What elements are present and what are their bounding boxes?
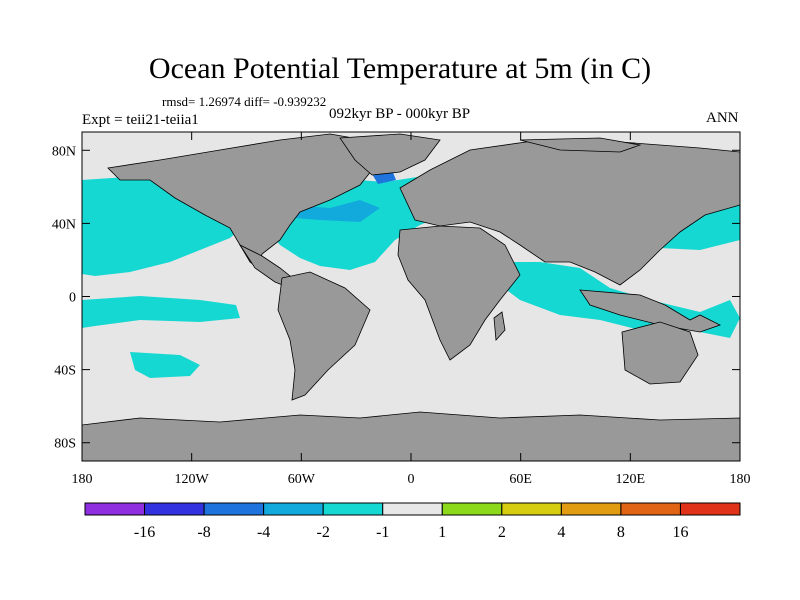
colorbar-swatch	[679, 502, 741, 516]
colorbar-label: -16	[134, 524, 155, 541]
land-madagascar	[493, 311, 506, 341]
land-southeast-asia	[579, 289, 722, 333]
land-south-america	[277, 271, 371, 401]
colorbar-swatch	[560, 502, 622, 516]
colorbar-swatch	[382, 502, 443, 516]
land-layer	[82, 133, 740, 461]
colorbar-label: 1	[438, 524, 446, 541]
x-axis: 180 120W 60W 0 60E 120E 180	[72, 472, 751, 487]
colorbar-swatch	[441, 502, 503, 516]
land-greenland	[339, 133, 441, 176]
y-tick-label: 40S	[54, 364, 76, 379]
x-tick-label: 60E	[509, 472, 532, 487]
y-tick-label: 0	[69, 291, 76, 306]
x-tick-label: 120W	[175, 472, 210, 487]
land-australia	[621, 321, 699, 385]
colorbar-label: 2	[498, 524, 506, 541]
colorbar-swatch	[203, 502, 265, 516]
colorbar-label: 16	[672, 524, 688, 541]
map-area	[82, 132, 740, 461]
colorbar-label: 4	[557, 524, 565, 541]
anomaly-tropical-east-pacific	[82, 296, 240, 328]
colorbar-labels: -16 -8 -4 -2 -1 1 2 4 8 16	[134, 524, 689, 541]
colorbar-swatch	[84, 502, 146, 516]
season-label: ANN	[706, 110, 739, 126]
anomaly-south-pacific	[130, 352, 200, 378]
colorbar-swatch	[144, 502, 205, 516]
experiment-label: Expt = teii21-teiia1	[82, 112, 199, 128]
y-tick-label: 80N	[52, 144, 76, 159]
colorbar	[84, 502, 741, 516]
anomaly-gulf-stream	[290, 200, 380, 222]
chart-title: Ocean Potential Temperature at 5m (in C)	[148, 52, 652, 85]
x-tick-label: 0	[408, 472, 415, 487]
y-tick-label: 80S	[54, 437, 76, 452]
land-africa	[397, 225, 521, 361]
y-tick-label: 40N	[52, 217, 76, 232]
x-tick-label: 180	[730, 472, 751, 487]
colorbar-swatch	[620, 502, 681, 516]
colorbar-swatch	[501, 502, 562, 516]
y-axis: 80N 40N 0 40S 80S	[52, 144, 76, 451]
land-north-america	[107, 133, 381, 269]
period-label: 092kyr BP - 000kyr BP	[329, 106, 471, 122]
land-arctic-islands	[519, 137, 642, 153]
colorbar-label: -2	[317, 524, 330, 541]
colorbar-label: -4	[257, 524, 270, 541]
stats-text: rmsd= 1.26974 diff= -0.939232	[162, 94, 327, 109]
colorbar-label: -8	[197, 524, 210, 541]
colorbar-swatch	[322, 502, 384, 516]
x-tick-label: 120E	[616, 472, 646, 487]
x-tick-label: 60W	[288, 472, 316, 487]
colorbar-label: 8	[617, 524, 625, 541]
land-antarctica	[82, 411, 740, 461]
colorbar-label: -1	[376, 524, 389, 541]
axis-ticks	[81, 132, 741, 461]
x-tick-label: 180	[72, 472, 93, 487]
colorbar-swatch	[263, 502, 324, 516]
